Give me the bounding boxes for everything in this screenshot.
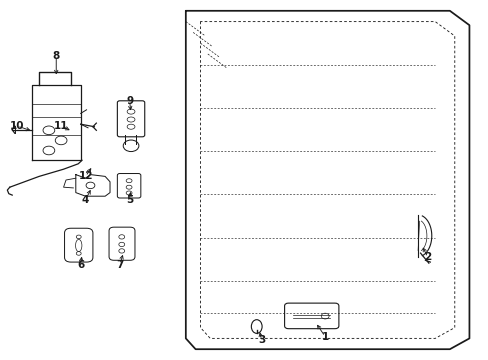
- Text: 1: 1: [321, 332, 328, 342]
- Text: 12: 12: [78, 171, 93, 181]
- Text: 4: 4: [81, 195, 89, 205]
- Text: 5: 5: [126, 195, 133, 205]
- Text: 7: 7: [116, 260, 123, 270]
- Text: 3: 3: [258, 335, 264, 345]
- Text: 8: 8: [53, 51, 60, 61]
- Text: 2: 2: [424, 252, 430, 262]
- Text: 10: 10: [10, 121, 24, 131]
- Text: 6: 6: [77, 260, 84, 270]
- Text: 11: 11: [54, 121, 68, 131]
- Text: 9: 9: [126, 96, 133, 106]
